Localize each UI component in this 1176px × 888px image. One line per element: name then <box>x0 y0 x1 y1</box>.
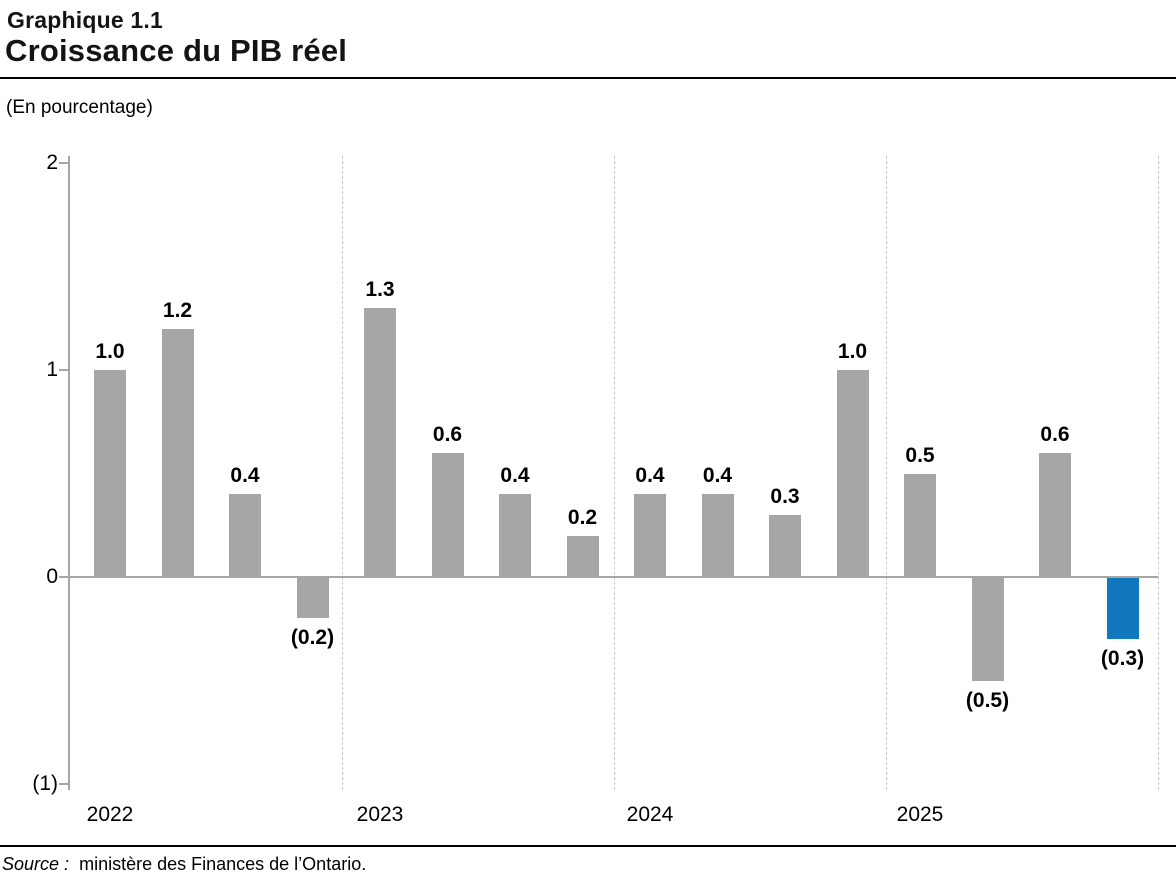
bar <box>431 452 464 577</box>
bar <box>836 370 869 577</box>
chart-title: Croissance du PIB réel <box>5 33 348 68</box>
group-separator <box>886 156 887 790</box>
bar <box>971 577 1004 681</box>
bar <box>229 494 261 577</box>
bar-value-label: 0.2 <box>567 505 598 529</box>
bar-value-label: 0.3 <box>770 484 800 508</box>
y-tick-mark <box>59 576 68 578</box>
bar-value-label: (0.5) <box>965 688 1010 712</box>
bar <box>499 494 531 577</box>
bar-value-label: 0.6 <box>432 422 463 446</box>
figure-label: Graphique 1.1 <box>7 7 163 33</box>
bar-value-label: 0.4 <box>500 464 530 488</box>
bar-value-label: 0.4 <box>635 464 665 488</box>
footer-divider <box>0 845 1176 847</box>
y-tick-mark <box>59 369 68 371</box>
source-body: ministère des Finances de l’Ontario. <box>79 854 367 874</box>
y-tick-mark <box>59 783 68 785</box>
bar-value-label: (0.2) <box>290 626 335 650</box>
y-axis <box>68 156 70 790</box>
x-axis-year-label: 2022 <box>86 803 134 826</box>
source-note: Source : ministère des Finances de l’Ont… <box>2 854 366 875</box>
bar <box>904 473 936 577</box>
bar-value-label: 1.3 <box>365 277 395 301</box>
x-axis-year-label: 2025 <box>896 803 944 826</box>
bar <box>634 494 666 577</box>
y-tick-label: 0 <box>46 565 58 588</box>
bar <box>1039 452 1071 577</box>
x-axis-year-label: 2024 <box>626 803 674 826</box>
bar-value-label: 0.4 <box>702 464 733 488</box>
bar-value-label: 0.5 <box>905 443 935 467</box>
group-separator <box>614 156 615 790</box>
zero-baseline <box>70 576 1158 578</box>
y-tick-label: 2 <box>46 151 58 174</box>
group-separator <box>1158 156 1159 790</box>
source-prefix: Source : <box>2 854 70 874</box>
bar <box>364 307 396 577</box>
bar-value-label: 1.2 <box>162 298 193 322</box>
bar-highlighted <box>1106 577 1139 640</box>
x-axis-year-label: 2023 <box>356 803 404 826</box>
y-tick-label: (1) <box>32 772 58 795</box>
y-tick-label: 1 <box>46 358 58 381</box>
bar-value-label: 0.4 <box>230 464 260 488</box>
bar <box>566 535 599 577</box>
bar-value-label: (0.3) <box>1100 647 1145 671</box>
bar <box>296 577 329 619</box>
y-tick-mark <box>59 162 68 164</box>
bar-value-label: 1.0 <box>837 340 868 363</box>
bar-value-label: 0.6 <box>1040 422 1070 446</box>
bar <box>94 370 126 577</box>
bar <box>701 494 734 577</box>
bar <box>769 514 801 577</box>
unit-label: (En pourcentage) <box>6 97 153 118</box>
bar-value-label: 1.0 <box>95 340 125 363</box>
title-divider <box>0 77 1176 79</box>
group-separator <box>342 156 343 790</box>
bar <box>161 328 194 577</box>
